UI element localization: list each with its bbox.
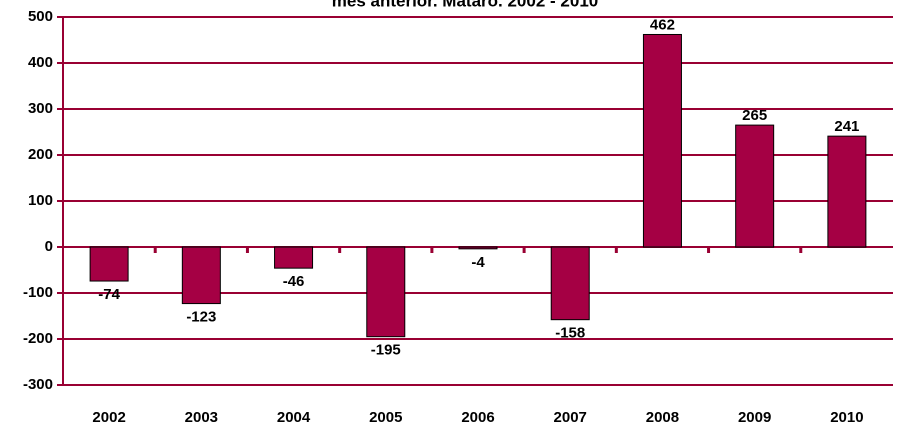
x-tick-label: 2005	[369, 409, 402, 426]
chart-title: mes anterior. Mataró. 2002 - 2010	[332, 0, 598, 10]
y-tick-label: 500	[28, 8, 53, 25]
bar	[642, 33, 682, 248]
data-label: -46	[283, 273, 305, 290]
x-tick-label: 2006	[461, 409, 494, 426]
data-label: -74	[98, 286, 120, 303]
bar	[366, 246, 406, 338]
data-label: 265	[742, 107, 767, 124]
x-tick-label: 2003	[185, 409, 218, 426]
y-tick-label: 200	[28, 146, 53, 163]
bar	[827, 135, 867, 248]
data-label: -123	[186, 309, 216, 326]
x-tick-label: 2009	[738, 409, 771, 426]
y-tick-label: 400	[28, 54, 53, 71]
bar	[181, 246, 221, 305]
data-label: 462	[650, 16, 675, 33]
x-tick-label: 2008	[646, 409, 679, 426]
y-tick-label: 0	[45, 238, 53, 255]
x-tick-label: 2002	[92, 409, 125, 426]
x-tick-label: 2007	[554, 409, 587, 426]
y-tick-label: 100	[28, 192, 53, 209]
bar	[735, 124, 775, 248]
y-tick-label: -200	[23, 330, 53, 347]
y-tick-label: -100	[23, 284, 53, 301]
bar	[458, 246, 498, 250]
data-label: 241	[834, 118, 859, 135]
bar	[550, 246, 590, 321]
y-tick-label: 300	[28, 100, 53, 117]
bar	[89, 246, 129, 282]
bar	[274, 246, 314, 269]
data-label: -195	[371, 342, 401, 359]
data-label: -158	[555, 325, 585, 342]
y-tick-label: -300	[23, 376, 53, 393]
x-tick-label: 2010	[830, 409, 863, 426]
x-tick-label: 2004	[277, 409, 311, 426]
data-label: -4	[471, 254, 485, 271]
